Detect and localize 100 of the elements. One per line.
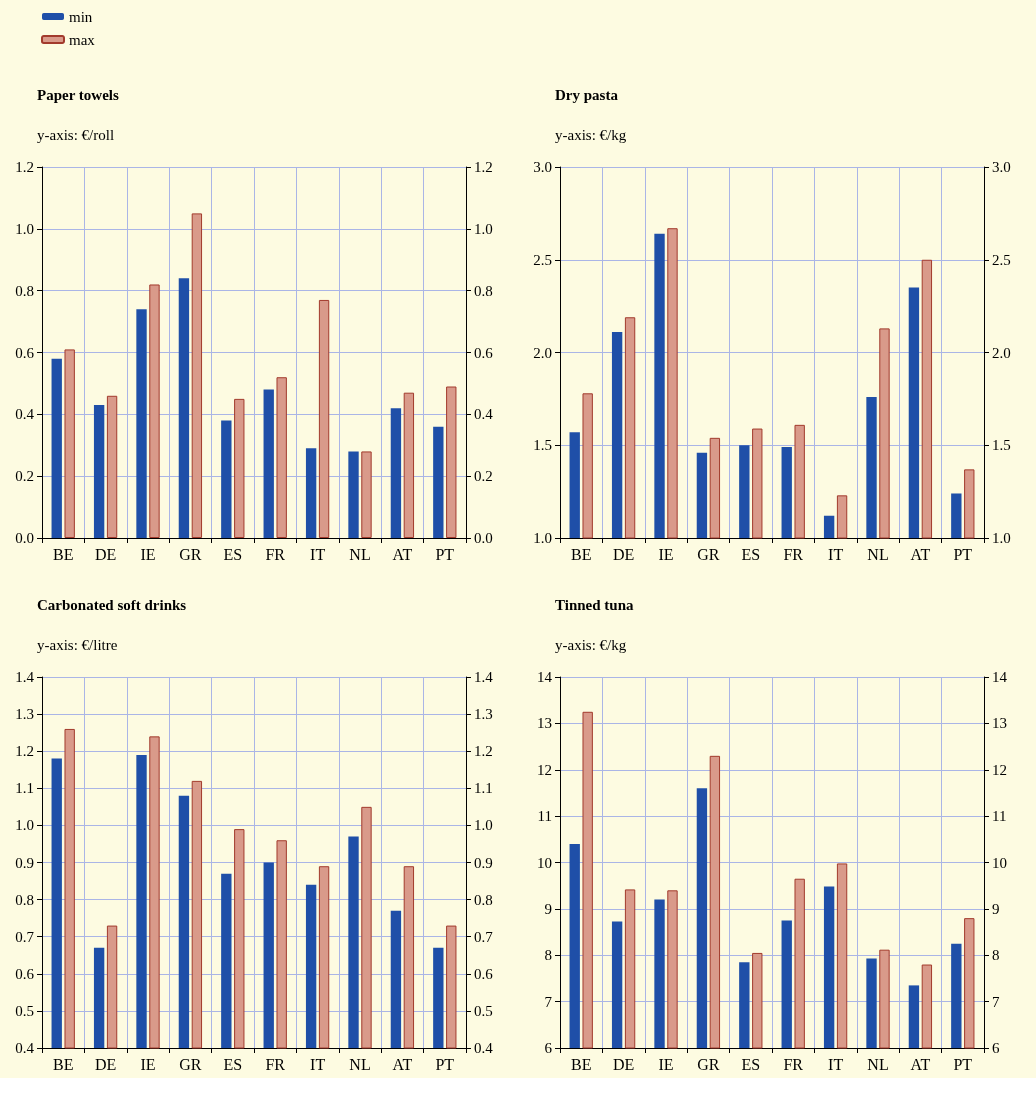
y-tick-label: 0.7 [15,928,35,945]
y-tick-label: 10 [537,854,552,871]
x-tick-label: FR [265,545,286,563]
x-tick-label: BE [52,1055,74,1073]
x-tick-label: BE [570,1055,592,1073]
y2-tick-label: 0.7 [474,928,494,945]
x-tick-label: NL [349,1055,371,1073]
x-tick-label: FR [783,545,804,563]
x-tick-label: GR [697,1055,720,1073]
x-tick-label: AT [392,545,413,563]
bar [106,395,118,538]
y-tick-label: 1.3 [15,706,34,723]
x-tick-label: ES [223,1055,243,1073]
x-tick-label: FR [265,1055,286,1073]
y-tick-label: 11 [537,808,552,825]
y-tick-label: 0.8 [15,282,34,299]
y-tick-label: 1.2 [15,159,34,175]
y2-tick-label: 2.0 [992,344,1011,361]
bar [276,377,287,538]
bar [390,408,402,538]
x-tick-label: ES [223,545,243,563]
x-tick-label: PT [953,1055,973,1073]
x-tick-label: IT [310,545,326,563]
bar [446,386,457,538]
y-tick-label: 8 [544,947,552,964]
y2-tick-label: 0.0 [474,530,493,546]
y-tick-label: 0.9 [15,854,34,871]
x-tick-label: PT [435,1055,455,1073]
x-tick-label: IT [828,545,844,563]
x-tick-label: IT [828,1055,844,1073]
y-tick-label: 0.6 [15,344,35,361]
y-tick-label: 1.4 [15,669,35,685]
bar [263,389,274,538]
x-tick-label: AT [910,1055,931,1073]
y-tick-label: 0.0 [15,530,34,546]
y-tick-label: 0.8 [15,891,34,908]
bar [403,392,415,538]
y2-tick-label: 2.5 [992,251,1011,268]
y-tick-label: 1.2 [15,743,34,760]
legend-label: max [69,31,96,48]
y2-tick-label: 0.8 [474,891,493,908]
y2-tick-label: 1.4 [474,669,494,685]
chart-title: Carbonated soft drinks [37,596,187,613]
x-tick-label: GR [179,545,202,563]
x-tick-label: BE [52,545,74,563]
bar [221,420,232,538]
bar [51,358,62,538]
x-tick-label: IT [310,1055,326,1073]
x-tick-label: NL [867,545,889,563]
y2-tick-label: 0.4 [474,1040,494,1056]
y2-tick-label: 1.0 [474,817,493,834]
bar [149,284,160,538]
bar [191,213,203,538]
x-tick-label: AT [392,1055,413,1073]
x-tick-label: ES [741,1055,761,1073]
x-tick-label: PT [435,545,455,563]
chart-subtitle: y-axis: €/kg [555,126,627,143]
y2-tick-label: 3.0 [992,159,1011,175]
y2-tick-label: 0.5 [474,1002,493,1019]
y-tick-label: 13 [537,715,552,732]
x-tick-label: FR [783,1055,804,1073]
y-tick-label: 0.6 [15,965,35,982]
legend-label: min [69,8,93,25]
y2-tick-label: 1.5 [992,437,1011,454]
bar [318,299,330,538]
y-tick-label: 1.0 [15,817,34,834]
y-tick-label: 0.5 [15,1002,34,1019]
x-tick-label: NL [349,545,371,563]
chart-title: Dry pasta [555,86,619,103]
y-tick-label: 0.4 [15,406,35,423]
y-tick-label: 7 [544,993,553,1010]
y-tick-label: 14 [537,669,553,685]
bar [234,398,245,538]
bar [361,451,372,538]
y2-tick-label: 1.1 [474,780,493,797]
bar [93,405,105,538]
chart-title: Tinned tuna [555,596,635,613]
y-tick-label: 0.2 [15,468,34,485]
y2-tick-label: 1.2 [474,743,493,760]
y2-tick-label: 1.3 [474,706,493,723]
x-tick-label: IE [658,1055,674,1073]
x-tick-label: DE [94,1055,117,1073]
y2-tick-label: 14 [992,669,1008,685]
bar [136,309,147,538]
y-tick-label: 3.0 [533,159,552,175]
y-tick-label: 6 [544,1040,553,1056]
bar [178,278,190,538]
y-tick-label: 1.1 [15,780,34,797]
y-tick-label: 1.5 [533,437,552,454]
x-tick-label: GR [179,1055,202,1073]
y2-tick-label: 0.4 [474,406,494,423]
y2-tick-label: 13 [992,715,1007,732]
bar [433,426,444,538]
x-tick-label: NL [867,1055,889,1073]
chart-subtitle: y-axis: €/litre [37,636,118,653]
y-tick-label: 1.0 [15,220,34,237]
y2-tick-label: 0.6 [474,965,494,982]
y2-tick-label: 1.0 [992,530,1011,546]
x-tick-label: AT [910,545,931,563]
x-tick-label: ES [741,545,761,563]
